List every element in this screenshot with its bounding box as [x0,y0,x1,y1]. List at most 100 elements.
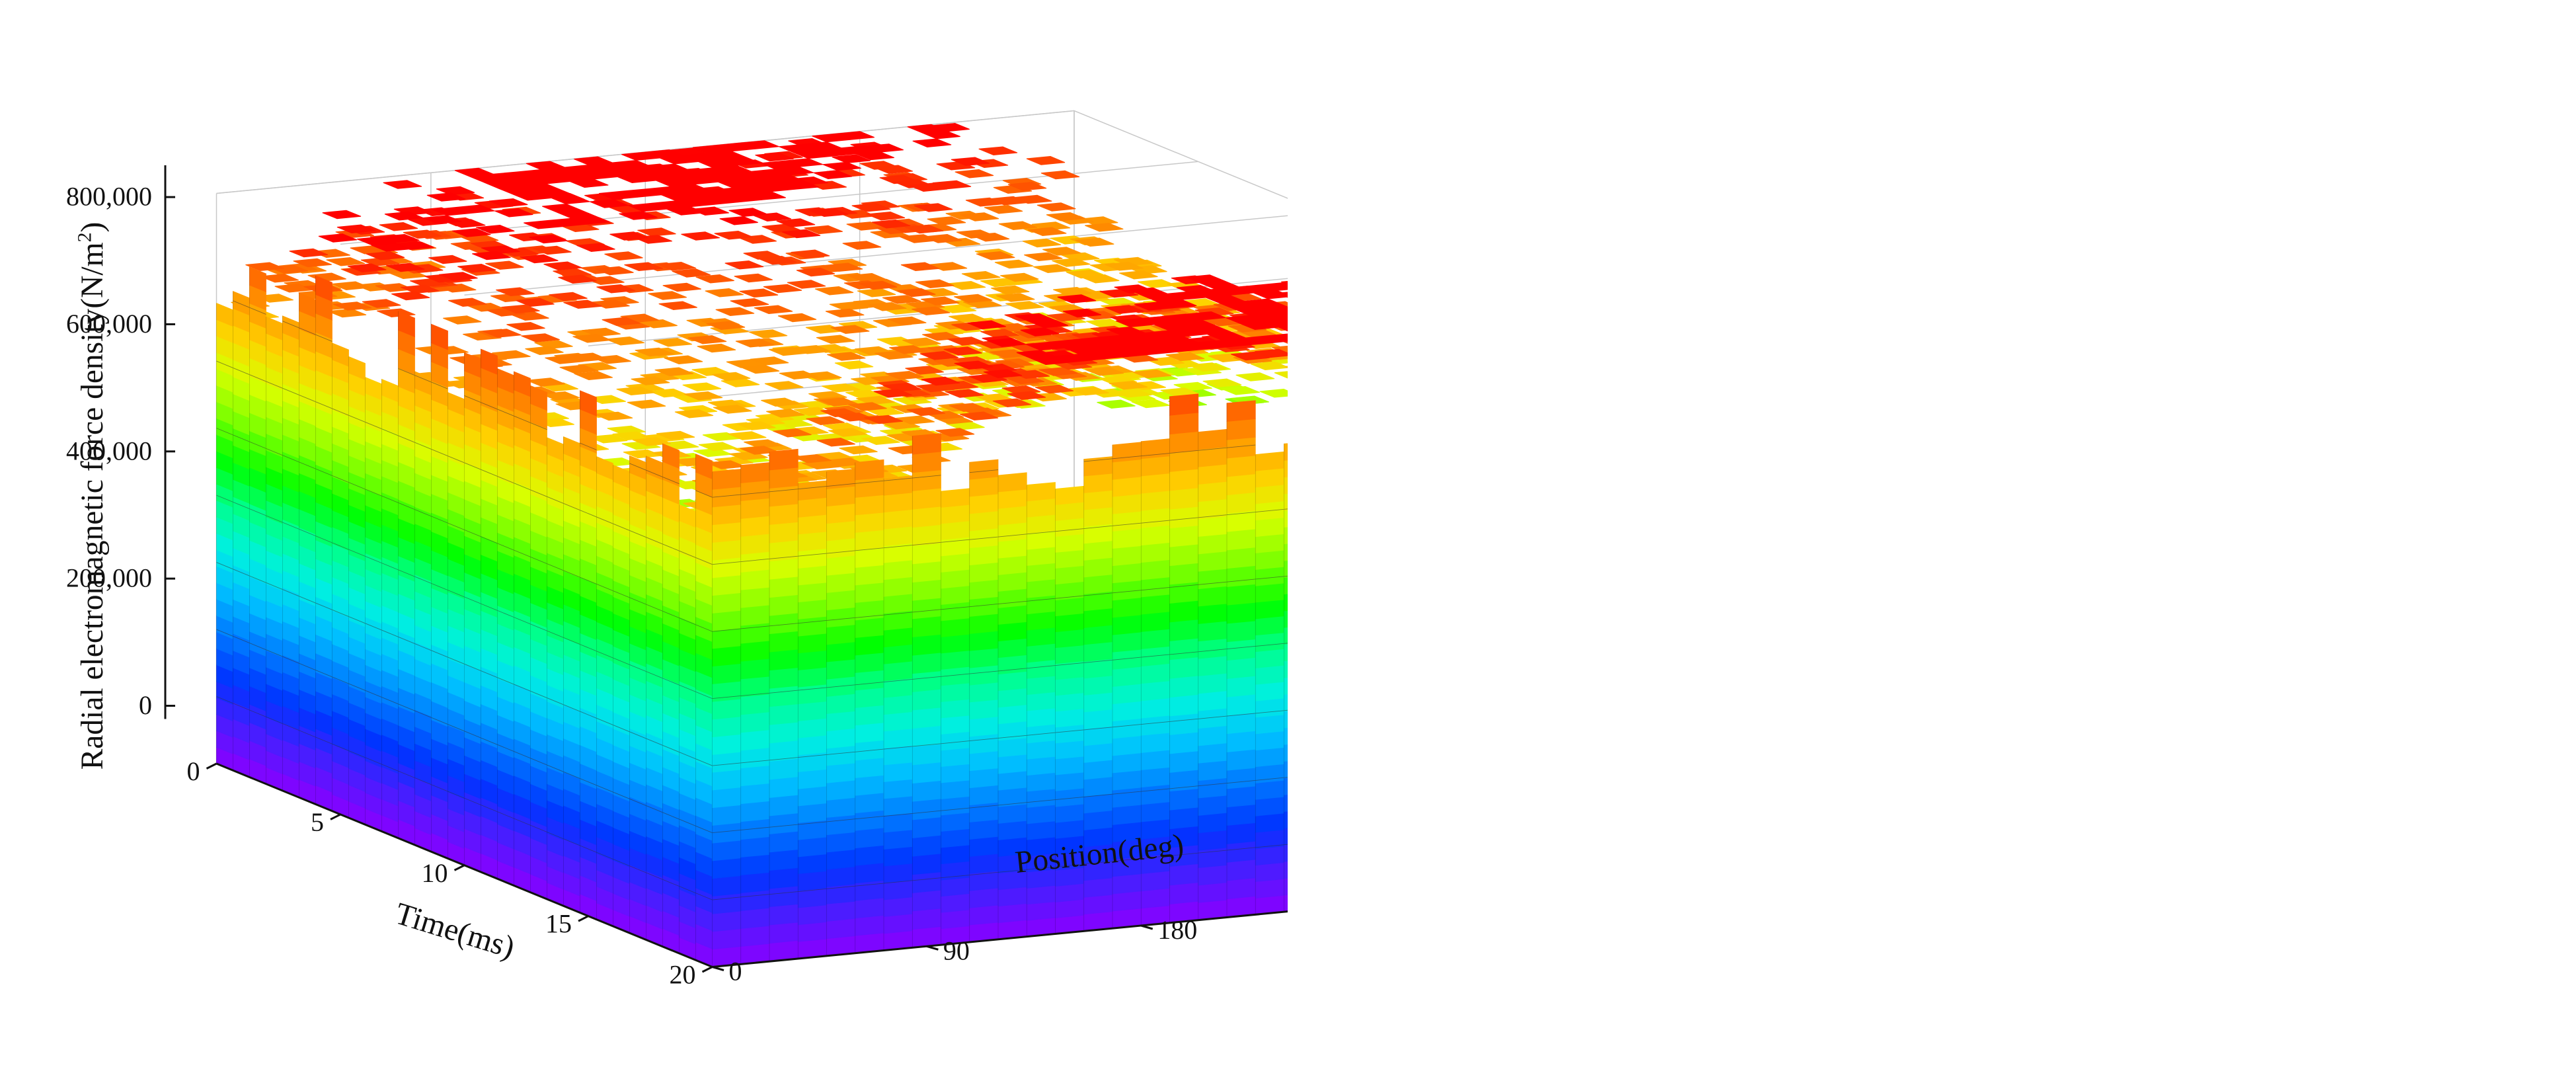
surface-band [1112,476,1142,497]
surface-band [797,871,827,891]
surface-band [1284,744,1288,762]
contour-line [679,752,696,760]
contour-line [1198,850,1228,854]
surface-band [769,631,799,653]
contour-line [365,623,382,631]
surface-cell [763,284,802,294]
surface-band [1226,840,1256,863]
surface-band [997,522,1027,542]
surface-band [1198,568,1228,590]
surface-band [1055,613,1085,633]
contour-line [547,496,564,504]
surface-cell [1033,264,1072,274]
contour-line [1027,732,1056,736]
surface-band [1255,779,1284,800]
surface-band [912,561,941,583]
contour-line [740,826,770,830]
surface-cell [983,369,1023,379]
contour-line [662,812,680,820]
surface-band [883,795,913,816]
surface-band [769,448,799,471]
surface-band [969,887,999,908]
surface-cell [307,272,346,282]
surface-cell [594,411,633,421]
surface-band [1226,675,1256,698]
contour-line [769,690,799,694]
surface-cell [289,248,329,258]
surface-cell [947,280,986,290]
surface-band [1226,859,1256,881]
contour-line [299,730,316,738]
surface-band [398,311,415,338]
time-tick-label: 10 [422,858,448,888]
position-tick [926,945,939,951]
surface-band [1083,742,1113,763]
surface-band [997,571,1027,592]
surface-cell [1278,326,1288,332]
surface-band [769,539,799,562]
surface-cell [391,291,430,301]
contour-line [629,530,646,538]
surface-band [997,688,1027,708]
surface-band [1284,627,1288,645]
surface-band [1226,455,1256,477]
surface-band [941,488,970,508]
contour-line [826,483,855,487]
surface-band [1226,528,1256,551]
surface-cell [617,174,656,184]
surface-cell [666,206,705,216]
surface-band [769,522,799,543]
surface-chart-a: 051015200901802703600200,000400,000600,0… [66,110,1288,990]
surface-band [1169,543,1199,567]
surface-cell [851,202,891,212]
surface-band [997,803,1027,824]
surface-cell [545,355,584,364]
surface-cell [764,381,804,390]
contour-line [712,897,741,900]
contour-line [514,751,531,759]
surface-band [1198,882,1228,903]
surface-band [797,785,827,807]
surface-band [769,922,799,944]
surface-cell [609,231,648,241]
surface-band [1112,563,1142,584]
surface-cell [521,333,560,342]
surface-cell [426,192,466,202]
time-tick-label: 5 [311,807,324,837]
surface-cell [1005,301,1044,310]
contour-line [1027,531,1056,535]
position-tick [712,966,724,971]
contour-line [826,818,855,822]
surface-cell [740,364,780,374]
surface-cell [1284,366,1288,368]
surface-band [1255,747,1284,768]
surface-band [712,645,742,667]
surface-band [969,819,999,840]
surface-band [1055,676,1085,696]
contour-line [365,422,382,430]
contour-line [826,617,855,621]
surface-band [997,472,1027,493]
contour-line [798,687,827,691]
surface-cell [707,460,746,469]
surface-cell [896,415,935,425]
contour-line [249,441,266,449]
contour-line [679,684,696,692]
contour-line [398,435,415,443]
surface-band [740,551,770,573]
surface-band [826,849,856,870]
surface-band [969,853,999,874]
contour-line [315,468,332,476]
surface-band [855,775,884,796]
surface-band [883,829,913,850]
surface-cell [322,210,362,219]
surface-band [1055,756,1085,776]
surface-band [1055,534,1085,553]
contour-line [266,448,283,456]
contour-line [883,746,913,750]
surface-band [1284,794,1288,812]
contour-line [740,558,770,562]
surface-band [1169,675,1199,698]
surface-band [1112,528,1142,549]
surface-band [941,699,970,719]
